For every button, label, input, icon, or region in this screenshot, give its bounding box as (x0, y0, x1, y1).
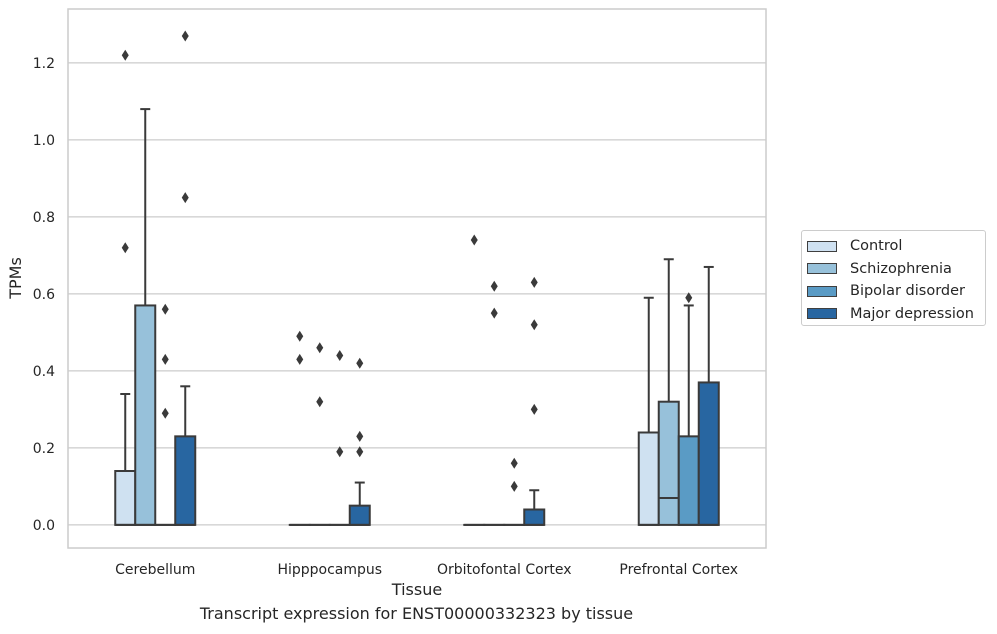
outlier-point (161, 407, 169, 419)
x-tick-labels: Cerebellum Hipppocampus Orbitofontal Corte… (115, 562, 738, 578)
outlier-point (316, 342, 324, 354)
box (348, 504, 371, 526)
box-group (134, 108, 157, 526)
outlier-point (685, 292, 693, 304)
outlier-point (356, 430, 364, 442)
x-tick-label: Cerebellum (115, 562, 195, 578)
outlier-point (530, 319, 538, 331)
boxes (114, 108, 720, 526)
outlier-point (336, 350, 344, 361)
plot-frame (67, 8, 767, 549)
box (657, 400, 680, 526)
x-tick-label: Orbitofontal Cortex (437, 562, 572, 578)
box (677, 435, 700, 526)
outlier-point (510, 457, 518, 469)
legend-item: Control (807, 235, 985, 258)
outlier-point (181, 30, 189, 42)
y-tick-label: 0.4 (33, 364, 55, 380)
legend-swatch-schizophrenia (807, 263, 837, 275)
y-axis-label: TPMs (6, 257, 25, 300)
box-group (697, 265, 720, 526)
x-tick-label: Hipppocampus (277, 562, 382, 578)
legend-item: Bipolar disorder (807, 280, 985, 303)
outliers (121, 30, 693, 492)
outlier-point (121, 49, 129, 61)
outlier-point (181, 192, 189, 204)
outlier-point (296, 330, 304, 342)
box (637, 431, 660, 526)
y-tick-label: 0.6 (33, 287, 55, 303)
outlier-point (296, 353, 304, 365)
legend-item: Schizophrenia (807, 258, 985, 281)
box (697, 381, 720, 526)
y-tick-labels: 0.0 0.2 0.4 0.6 0.8 1.0 1.2 (33, 56, 55, 534)
outlier-point (490, 307, 498, 319)
outlier-point (530, 276, 538, 288)
legend-label: Schizophrenia (850, 260, 952, 277)
legend-item: Major depression (807, 303, 985, 326)
outlier-point (316, 396, 324, 408)
outlier-point (490, 280, 498, 292)
y-tick-label: 1.2 (33, 56, 55, 72)
outlier-point (336, 446, 344, 458)
legend-label: Control (850, 238, 903, 255)
outlier-point (161, 353, 169, 365)
y-tick-label: 0.0 (33, 518, 55, 534)
box (134, 304, 157, 526)
outlier-point (356, 446, 364, 458)
outlier-point (161, 303, 169, 315)
box-group (174, 385, 197, 526)
outlier-point (530, 403, 538, 415)
x-axis-label: Tissue (391, 580, 442, 599)
box-group (348, 481, 371, 526)
outlier-point (121, 242, 129, 254)
legend-swatch-control (807, 240, 837, 252)
legend-swatch-bipolar (807, 285, 837, 297)
y-tick-label: 0.2 (33, 441, 55, 457)
box-group (637, 296, 660, 526)
outlier-point (356, 357, 364, 369)
y-tick-label: 1.0 (33, 133, 55, 149)
box (523, 508, 546, 526)
legend-swatch-major-depression (807, 308, 837, 320)
outlier-point (470, 234, 478, 246)
box-group (657, 258, 680, 526)
chart-caption: Transcript expression for ENST0000033232… (199, 604, 634, 623)
box-group (523, 489, 546, 526)
box (114, 470, 137, 526)
outlier-point (510, 480, 518, 492)
legend-label: Bipolar disorder (850, 283, 965, 300)
legend: Control Schizophrenia Bipolar disorder M… (801, 230, 986, 326)
y-tick-label: 0.8 (33, 210, 55, 226)
legend-label: Major depression (850, 305, 974, 322)
box (174, 435, 197, 526)
x-tick-label: Prefrontal Cortex (619, 562, 738, 578)
